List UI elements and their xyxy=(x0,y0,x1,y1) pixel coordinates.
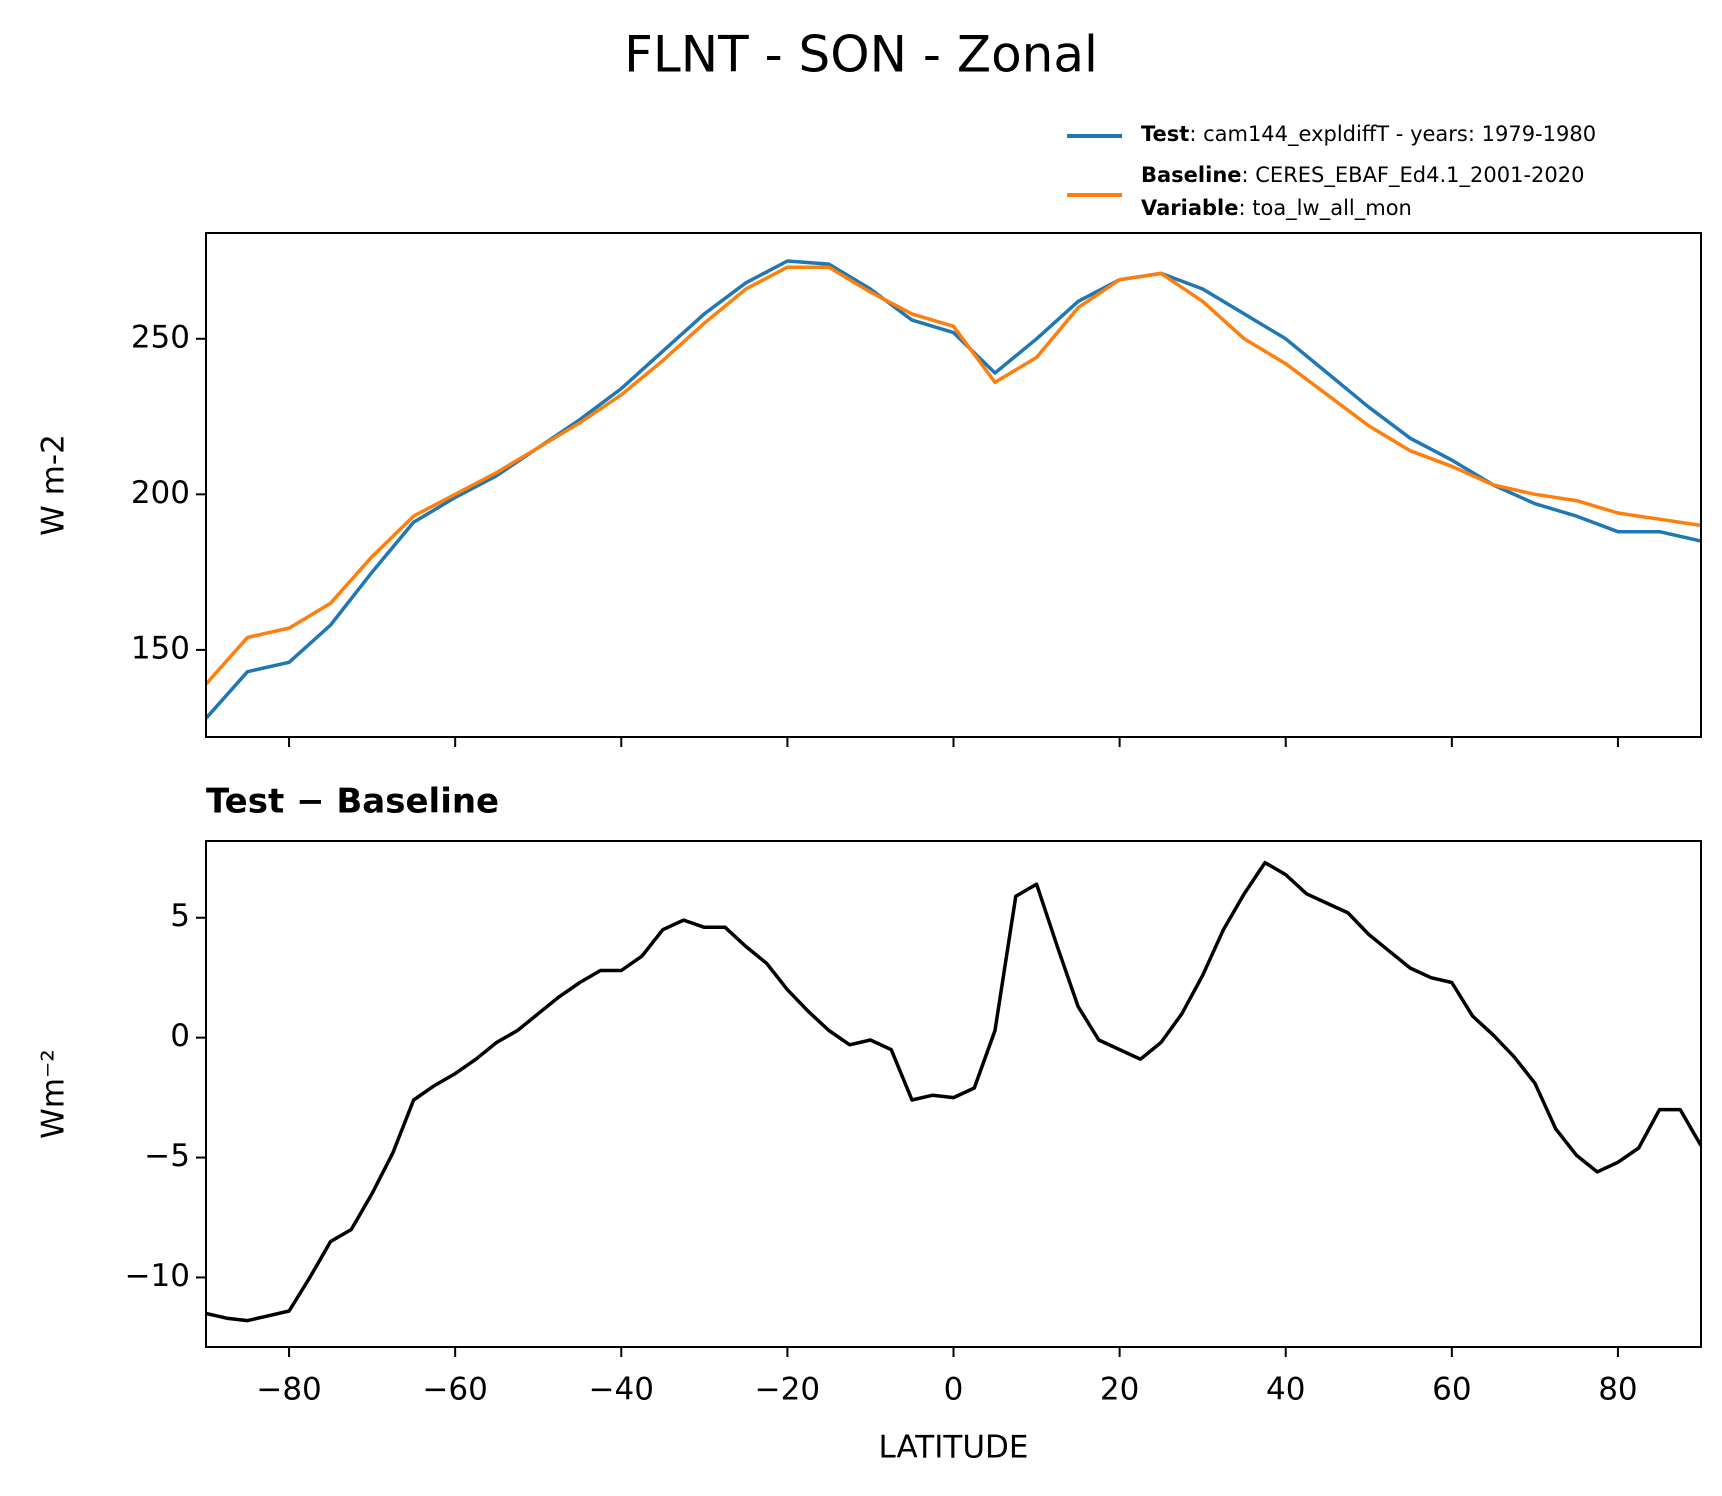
legend-entry: Baseline: CERES_EBAF_Ed4.1_2001-2020 xyxy=(1141,163,1584,188)
y-tick-label: 250 xyxy=(131,319,190,355)
y-tick-label: 5 xyxy=(170,898,190,934)
legend-entry: Variable: toa_lw_all_mon xyxy=(1141,196,1412,221)
legend-detail: : cam144_expldiffT - years: 1979-1980 xyxy=(1189,122,1596,147)
plot-frame xyxy=(205,232,1702,738)
y-axis-label: Wm⁻² xyxy=(36,1049,72,1139)
y-tick-label: −5 xyxy=(144,1138,190,1174)
y-tick-label: −10 xyxy=(125,1258,190,1294)
x-tick-label: −40 xyxy=(589,1372,654,1408)
panel-title: Test − Baseline xyxy=(206,782,499,822)
legend-name: Variable xyxy=(1141,196,1238,220)
legend-name: Test xyxy=(1141,122,1189,146)
plot-frame xyxy=(205,840,1702,1348)
y-tick-label: 200 xyxy=(131,475,190,511)
legend-name: Baseline xyxy=(1141,163,1242,187)
figure-title: FLNT - SON - Zonal xyxy=(624,26,1098,84)
series-line xyxy=(206,860,1701,1323)
x-tick-label: −80 xyxy=(256,1372,321,1408)
legend-detail: : toa_lw_all_mon xyxy=(1238,196,1411,221)
legend-detail: : CERES_EBAF_Ed4.1_2001-2020 xyxy=(1242,163,1585,188)
y-tick-label: 0 xyxy=(170,1018,190,1054)
x-tick-label: 40 xyxy=(1266,1372,1305,1408)
x-tick-label: 80 xyxy=(1598,1372,1637,1408)
legend-entry: Test: cam144_expldiffT - years: 1979-198… xyxy=(1141,122,1596,147)
x-axis-label: LATITUDE xyxy=(879,1430,1029,1466)
series-line xyxy=(206,265,1701,686)
y-axis-label: W m-2 xyxy=(36,434,72,536)
x-tick-label: 60 xyxy=(1432,1372,1471,1408)
x-tick-label: −20 xyxy=(755,1372,820,1408)
x-tick-label: −60 xyxy=(422,1372,487,1408)
x-tick-label: 0 xyxy=(944,1372,964,1408)
y-tick-label: 150 xyxy=(131,630,190,666)
x-tick-label: 20 xyxy=(1100,1372,1139,1408)
series-line xyxy=(206,259,1701,720)
